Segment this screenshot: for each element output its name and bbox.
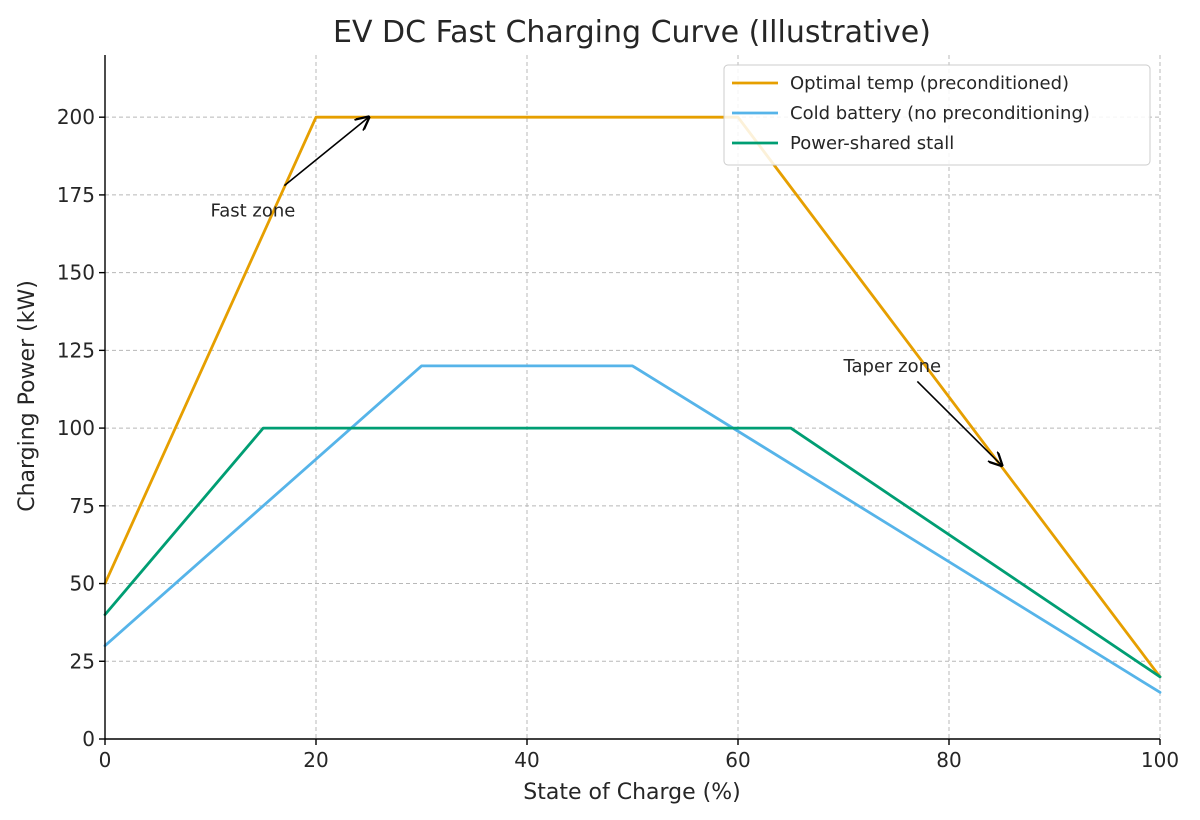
x-tick-label: 0 bbox=[99, 748, 112, 772]
y-tick-label: 100 bbox=[57, 416, 95, 440]
y-tick-label: 50 bbox=[70, 572, 95, 596]
annotation-fast-zone-arrow bbox=[283, 117, 368, 187]
chart-title: EV DC Fast Charging Curve (Illustrative) bbox=[333, 15, 931, 50]
y-tick-label: 175 bbox=[57, 183, 95, 207]
y-tick-label: 25 bbox=[70, 649, 95, 673]
y-tick-label: 200 bbox=[57, 105, 95, 129]
x-tick-label: 60 bbox=[725, 748, 750, 772]
x-tick-label: 20 bbox=[303, 748, 328, 772]
series-line-3 bbox=[103, 426, 1162, 679]
legend-label-2: Cold battery (no preconditioning) bbox=[790, 103, 1090, 124]
annotation-taper-zone-text: Taper zone bbox=[843, 356, 942, 377]
x-tick-label: 100 bbox=[1141, 748, 1179, 772]
legend-box bbox=[723, 64, 1151, 166]
series-lines bbox=[103, 115, 1162, 694]
x-tick-label: 40 bbox=[514, 748, 539, 772]
annotation-taper-zone-arrow bbox=[916, 380, 1001, 465]
x-tick-label: 80 bbox=[936, 748, 961, 772]
axes bbox=[104, 55, 1160, 740]
tick-labels: 0 20 40 60 80 100 0 25 50 75 100 125 150 175 200 bbox=[57, 105, 1179, 772]
series-line-1 bbox=[103, 115, 1162, 679]
y-tick-label: 0 bbox=[82, 727, 95, 751]
legend-label-1: Optimal temp (preconditioned) bbox=[790, 73, 1069, 94]
y-tick-label: 150 bbox=[57, 261, 95, 285]
x-axis-label: State of Charge (%) bbox=[523, 780, 740, 805]
annotation-fast-zone-text: Fast zone bbox=[211, 200, 296, 221]
y-axis-label: Charging Power (kW) bbox=[15, 280, 40, 512]
y-tick-label: 75 bbox=[70, 494, 95, 518]
legend: Optimal temp (preconditioned) Cold batter… bbox=[723, 64, 1151, 166]
y-tick-label: 125 bbox=[57, 338, 95, 362]
legend-label-3: Power-shared stall bbox=[790, 133, 954, 154]
annotations: Fast zone Taper zone bbox=[211, 117, 1002, 465]
series-line-2 bbox=[103, 364, 1162, 694]
